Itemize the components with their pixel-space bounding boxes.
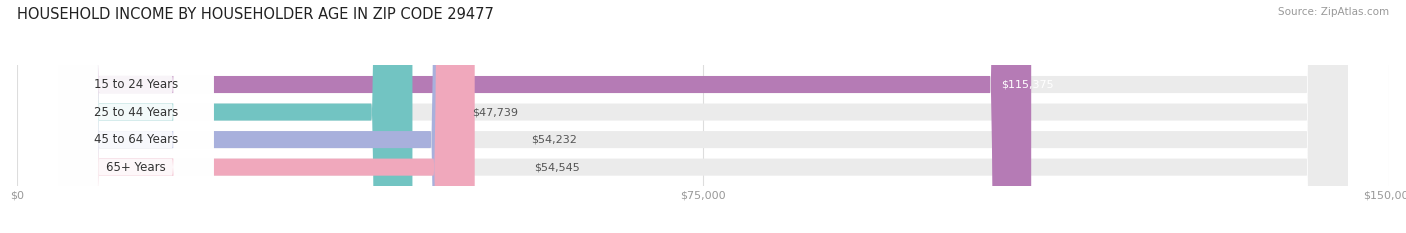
FancyBboxPatch shape	[58, 0, 472, 233]
Text: 65+ Years: 65+ Years	[105, 161, 166, 174]
FancyBboxPatch shape	[58, 0, 412, 233]
Text: Source: ZipAtlas.com: Source: ZipAtlas.com	[1278, 7, 1389, 17]
Text: HOUSEHOLD INCOME BY HOUSEHOLDER AGE IN ZIP CODE 29477: HOUSEHOLD INCOME BY HOUSEHOLDER AGE IN Z…	[17, 7, 494, 22]
FancyBboxPatch shape	[58, 0, 1348, 233]
Text: $54,545: $54,545	[534, 162, 579, 172]
FancyBboxPatch shape	[58, 0, 214, 233]
Text: 25 to 44 Years: 25 to 44 Years	[94, 106, 179, 119]
Text: $54,232: $54,232	[531, 135, 578, 145]
FancyBboxPatch shape	[58, 0, 1031, 233]
FancyBboxPatch shape	[58, 0, 475, 233]
FancyBboxPatch shape	[58, 0, 1348, 233]
Text: $115,375: $115,375	[1001, 79, 1054, 89]
Text: $47,739: $47,739	[472, 107, 517, 117]
FancyBboxPatch shape	[58, 0, 1348, 233]
FancyBboxPatch shape	[58, 0, 214, 233]
Text: 45 to 64 Years: 45 to 64 Years	[94, 133, 179, 146]
FancyBboxPatch shape	[58, 0, 1348, 233]
Text: 15 to 24 Years: 15 to 24 Years	[94, 78, 179, 91]
FancyBboxPatch shape	[58, 0, 214, 233]
FancyBboxPatch shape	[58, 0, 214, 233]
